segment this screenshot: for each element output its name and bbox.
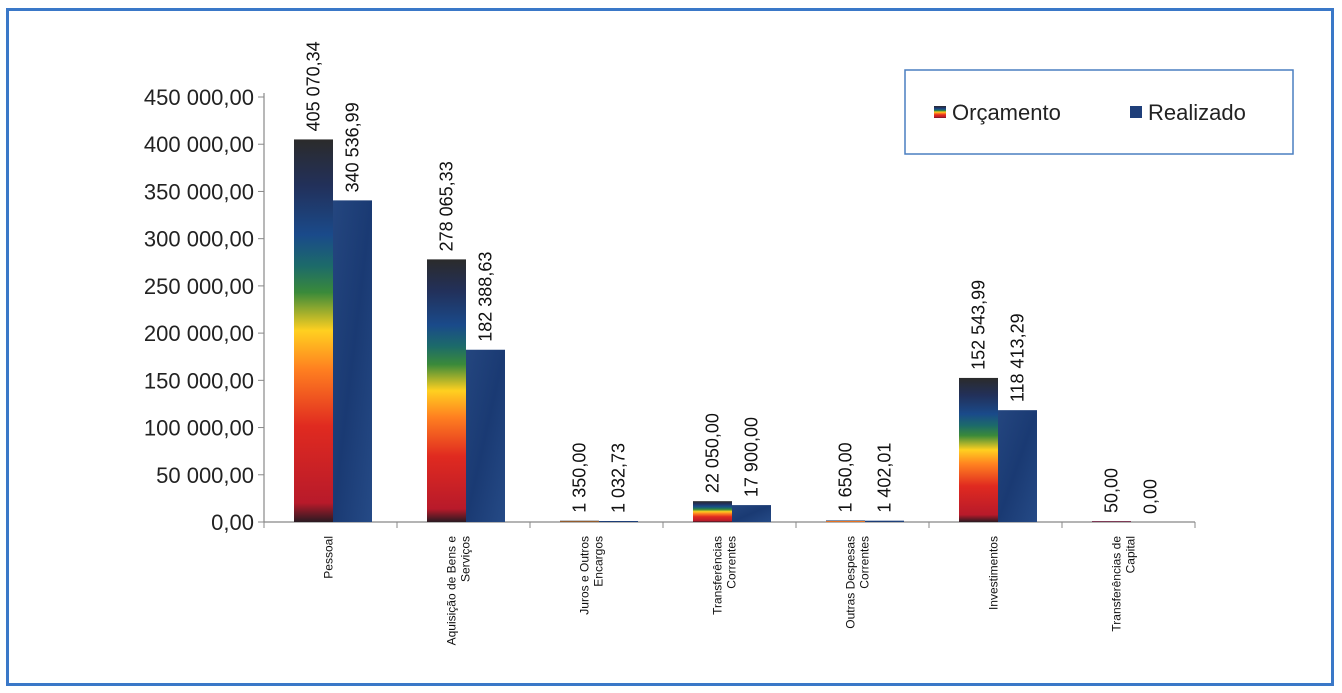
y-tick-label: 100 000,00 — [144, 416, 254, 441]
bar-realizado — [865, 520, 904, 522]
data-label: 50,00 — [1102, 468, 1122, 513]
y-tick-label: 150 000,00 — [144, 368, 254, 393]
data-label: 340 536,99 — [343, 102, 363, 192]
bar-orcamento — [294, 139, 333, 522]
y-tick-label: 350 000,00 — [144, 179, 254, 204]
data-label: 278 065,33 — [437, 161, 457, 251]
bar-realizado — [466, 349, 505, 522]
y-tick-label: 0,00 — [211, 510, 254, 535]
bar-realizado — [333, 200, 372, 523]
category-label: TransferênciasCorrentes — [711, 536, 739, 615]
category-label: Transferências deCapital — [1110, 536, 1138, 632]
bar-orcamento — [1092, 521, 1131, 522]
legend-box — [904, 69, 1294, 155]
data-label: 1 032,73 — [609, 443, 629, 513]
category-label: Investimentos — [987, 536, 1001, 610]
data-label: 118 413,29 — [1008, 313, 1028, 402]
category-label: Juros e OutrosEncargos — [578, 536, 606, 615]
data-label: 0,00 — [1141, 479, 1161, 514]
bar-orcamento — [826, 520, 865, 522]
y-tick-label: 300 000,00 — [144, 227, 254, 252]
data-label: 22 050,00 — [703, 413, 723, 493]
data-label: 1 402,01 — [875, 443, 895, 513]
category-label: Pessoal — [322, 536, 336, 579]
y-tick-label: 200 000,00 — [144, 321, 254, 346]
data-label: 1 650,00 — [836, 442, 856, 512]
bar-orcamento — [959, 377, 998, 522]
bar-realizado — [599, 521, 638, 522]
legend-label-realizado: Realizado — [1148, 100, 1246, 125]
bar-orcamento — [693, 501, 732, 522]
legend-swatch-orcamento — [934, 106, 946, 118]
data-label: 17 900,00 — [742, 417, 762, 497]
y-tick-label: 50 000,00 — [156, 463, 254, 488]
legend: Orçamento Realizado — [904, 69, 1294, 155]
category-label: Outras DespesasCorrentes — [844, 536, 872, 629]
bar-orcamento — [560, 520, 599, 522]
bar-orcamento — [427, 259, 466, 522]
bar-realizado — [998, 410, 1037, 522]
bar-realizado — [732, 505, 771, 522]
y-tick-label: 250 000,00 — [144, 274, 254, 299]
data-label: 152 543,99 — [969, 280, 989, 370]
legend-swatch-realizado — [1130, 106, 1142, 118]
data-label: 1 350,00 — [570, 443, 590, 513]
data-label: 405 070,34 — [304, 41, 324, 131]
category-label: Aquisição de Bens eServiços — [445, 536, 473, 646]
data-label: 182 388,63 — [476, 252, 496, 342]
y-tick-label: 450 000,00 — [144, 85, 254, 110]
legend-label-orcamento: Orçamento — [952, 100, 1061, 125]
y-tick-label: 400 000,00 — [144, 132, 254, 157]
